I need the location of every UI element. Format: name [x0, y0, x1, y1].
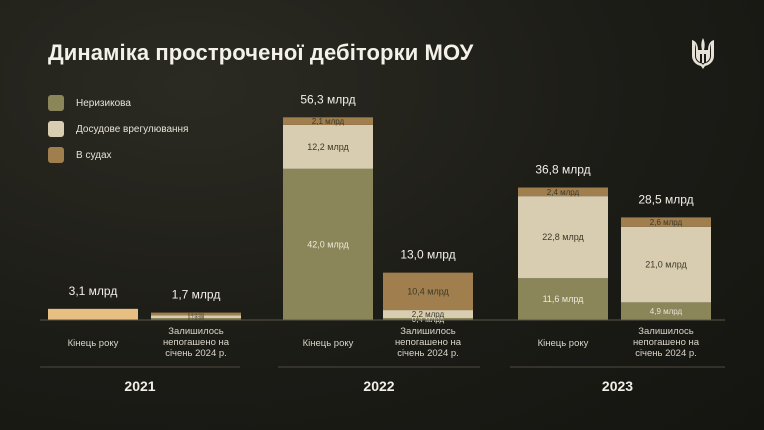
bar-segment-nerizykova: [283, 168, 373, 320]
segment-value-label: 10,4 млрд: [407, 286, 449, 296]
segment-value-label: 21,0 млрд: [645, 260, 687, 270]
segment-value-label: 42,0 млрд: [307, 239, 349, 249]
bar-category-label: Кінець року: [303, 338, 354, 349]
legend-label: В судах: [76, 149, 112, 161]
bar-category-label: непогашено на: [633, 337, 700, 348]
segment-value-label: 0,7 млрд: [188, 314, 205, 319]
year-label: 2022: [363, 378, 394, 394]
segment-value-label: 0,8 млрд: [188, 311, 205, 316]
legend-swatch: [48, 147, 64, 163]
bar-segment-nerizykova: [621, 302, 711, 320]
legend-label: Досудове врегулювання: [76, 123, 189, 135]
segment-value-label: 2,4 млрд: [547, 188, 580, 197]
legend-item-dosudove: Досудове врегулювання: [48, 116, 188, 142]
bar-segment-dosudove: [151, 315, 241, 318]
bar-category-label: Кінець року: [538, 338, 589, 349]
segment-value-label: 22,8 млрд: [542, 232, 584, 242]
year-label: 2023: [602, 378, 633, 394]
trident-icon: [692, 38, 714, 69]
bar-category-label: непогашено на: [395, 337, 462, 348]
bar-total-label: 3,1 млрд: [69, 284, 118, 298]
bar-category-label: Кінець року: [68, 338, 119, 349]
bar-segment-nerizykova: [383, 318, 473, 320]
bar-total-label: 13,0 млрд: [400, 248, 455, 262]
segment-value-label: 2,1 млрд: [312, 117, 345, 126]
bar-segment-nerizykova: [151, 318, 241, 320]
bar-segment-dosudove: [518, 196, 608, 279]
segment-value-label: 2,2 млрд: [412, 310, 445, 319]
bar-segment-dosudove: [383, 310, 473, 318]
legend-swatch: [48, 121, 64, 137]
bar-2021-total: [48, 308, 138, 320]
segment-value-label: 0,2 млрд: [188, 316, 205, 321]
legend-swatch: [48, 95, 64, 111]
bar-segment-v_sudakh: [383, 272, 473, 311]
segment-value-label: 11,6 млрд: [543, 294, 585, 304]
segment-value-label: 12,2 млрд: [307, 142, 349, 152]
bar-category-label: непогашено на: [163, 337, 230, 348]
bar-segment-v_sudakh: [283, 117, 373, 125]
bar-total-label: 28,5 млрд: [638, 192, 693, 206]
legend-label: Неризикова: [76, 97, 131, 109]
bar-total-label: 56,3 млрд: [300, 92, 355, 106]
bar-segment-nerizykova: [518, 278, 608, 320]
bar-segment-v_sudakh: [518, 187, 608, 197]
bar-category-label: Залишилось: [638, 326, 693, 337]
legend-item-v-sudakh: В судах: [48, 142, 188, 168]
segment-value-label: 2,6 млрд: [650, 218, 683, 227]
bar-segment-dosudove: [621, 226, 711, 303]
bar-category-label: січень 2024 р.: [635, 348, 697, 359]
bar-segment-dosudove: [283, 124, 373, 169]
legend-item-nerizykova: Неризикова: [48, 90, 188, 116]
bar-total-label: 1,7 млрд: [172, 288, 221, 302]
segment-value-label: 4,9 млрд: [650, 307, 683, 316]
bar-segment-v_sudakh: [621, 217, 711, 227]
bar-category-label: січень 2024 р.: [165, 348, 227, 359]
bar-category-label: Залишилось: [400, 326, 455, 337]
legend: Неризикова Досудове врегулювання В судах: [48, 90, 188, 168]
page-title: Динаміка простроченої дебіторки МОУ: [48, 40, 474, 65]
bar-category-label: січень 2024 р.: [397, 348, 459, 359]
bar-total-label: 36,8 млрд: [535, 163, 590, 177]
bar-segment-v_sudakh: [151, 312, 241, 316]
year-label: 2021: [124, 378, 155, 394]
bar-category-label: Залишилось: [168, 326, 223, 337]
